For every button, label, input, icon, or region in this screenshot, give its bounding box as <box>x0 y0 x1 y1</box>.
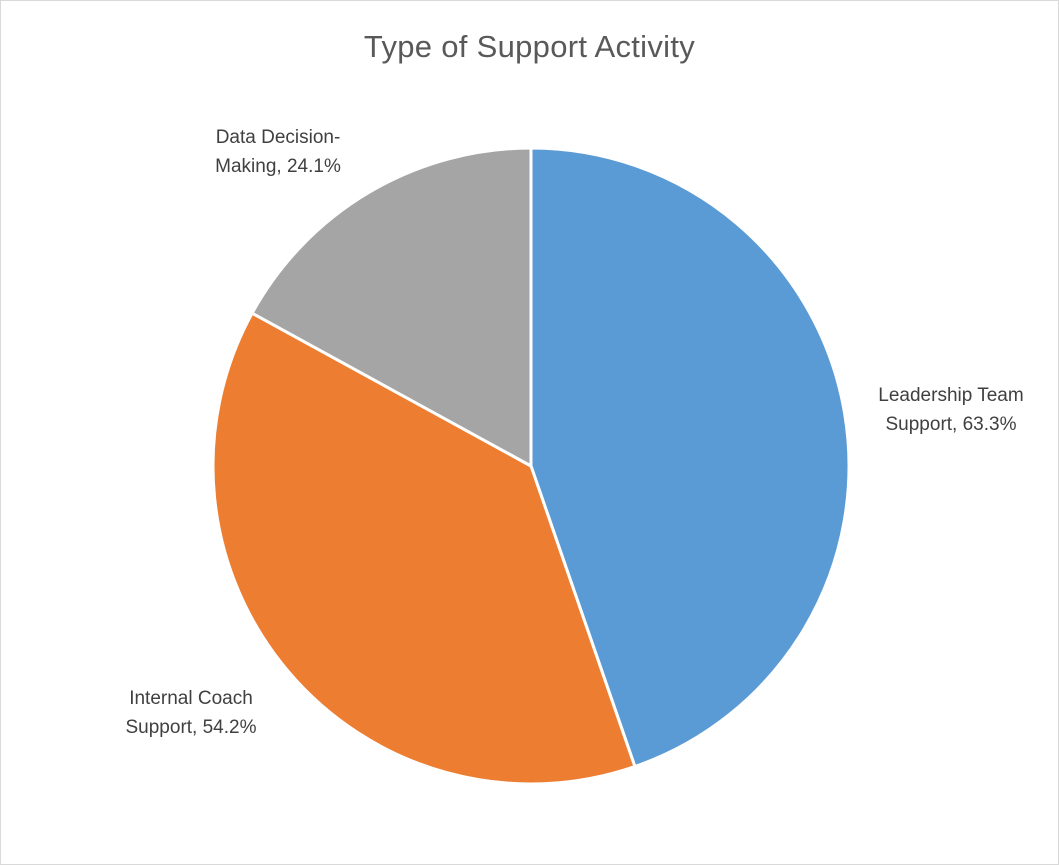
pie-slice-internal-coach-support <box>211 311 637 786</box>
data-label-line: Leadership Team <box>878 385 1023 406</box>
data-label-line: Making, 24.1% <box>215 156 341 177</box>
data-label-line: Internal Coach <box>129 688 253 709</box>
data-label-data-decision-making: Data Decision- Making, 24.1% <box>215 127 341 177</box>
pie-slice-leadership-team-support <box>529 146 851 769</box>
data-label-line: Data Decision- <box>216 127 341 148</box>
data-label-line: Support, 63.3% <box>886 414 1017 435</box>
data-label-internal-coach-support: Internal Coach Support, 54.2% <box>126 688 257 738</box>
data-label-leadership-team-support: Leadership Team Support, 63.3% <box>878 385 1023 435</box>
data-label-line: Support, 54.2% <box>126 717 257 738</box>
chart-title: Type of Support Activity <box>363 29 696 64</box>
pie-slices <box>211 146 851 786</box>
pie-labels: Leadership Team Support, 63.3% Internal Co… <box>126 127 1024 738</box>
pie-slice-data-decision-making <box>250 146 533 468</box>
